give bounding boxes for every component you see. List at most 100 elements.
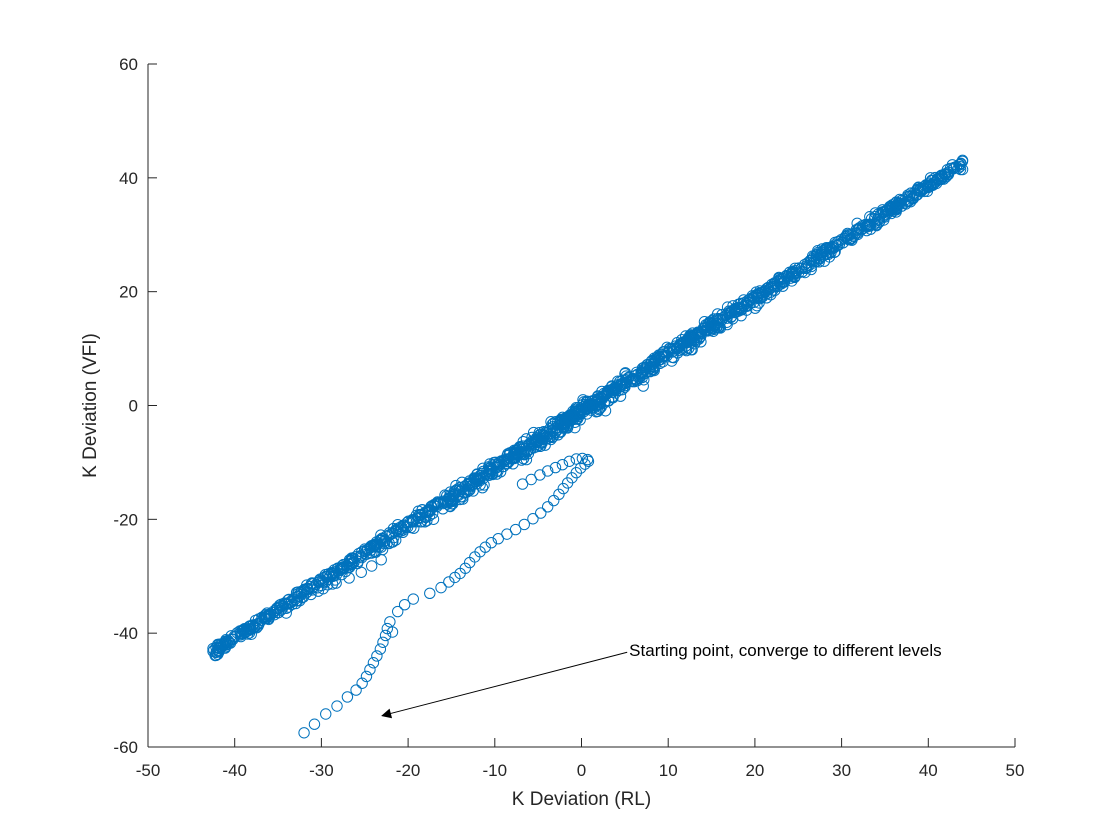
data-point [459,562,472,574]
data-point [220,637,232,650]
data-point [914,185,926,198]
data-point [371,650,383,662]
data-point [759,284,771,296]
data-point [365,560,378,572]
data-point [620,374,632,386]
data-point [832,235,844,248]
data-point [282,601,295,613]
y-tick-label: -20 [113,510,138,529]
data-point [401,516,413,529]
data-point [814,249,826,261]
data-point [905,187,917,199]
data-point [246,620,259,632]
data-point [355,566,367,578]
data-point [670,342,683,354]
data-point [862,218,875,231]
annotation-text: Starting point, converge to different le… [629,641,941,660]
data-point [777,272,790,285]
data-point [298,727,310,739]
data-point [841,230,853,243]
data-point [468,472,480,484]
data-point [932,172,944,184]
data-point [330,577,342,589]
data-point [838,232,850,245]
data-point [272,606,284,619]
data-point [343,572,355,584]
data-point [294,595,306,607]
data-point [704,319,717,331]
data-point [908,187,920,199]
data-point [501,453,514,465]
data-point [868,213,881,225]
data-point [392,522,404,535]
data-point [343,554,356,566]
data-point [407,516,419,528]
data-point [492,457,504,470]
data-point [398,520,410,533]
data-point [520,453,533,466]
data-point [534,469,546,481]
data-point [367,657,380,669]
data-point [956,154,969,167]
data-point [893,197,905,209]
data-point [495,455,507,467]
data-point [814,253,826,265]
data-point [874,208,887,220]
data-point [213,638,225,651]
data-point [398,599,411,611]
data-point [474,469,486,482]
data-point [580,402,592,414]
y-tick-label: 20 [119,283,138,302]
x-axis-label: K Deviation (RL) [512,789,651,810]
data-point [859,218,872,231]
data-point [501,528,513,540]
data-point [459,480,471,492]
data-point [377,533,389,545]
data-point [316,575,328,587]
data-point [527,513,539,525]
data-point [253,618,265,630]
y-tick-label: -40 [113,624,138,643]
data-point [896,194,908,207]
data-point [320,708,332,720]
data-point [755,291,768,303]
data-point [557,482,569,495]
data-point [538,428,550,441]
data-point [541,427,553,439]
x-tick-label: 30 [832,761,851,780]
data-point [207,645,219,658]
data-point [428,500,441,512]
data-point [911,183,923,196]
x-tick-label: -40 [222,761,247,780]
data-point [526,431,538,444]
data-point [331,700,343,712]
data-point [328,566,341,578]
data-point [923,177,935,190]
data-point [317,583,329,595]
data-point [374,643,387,655]
data-point [479,541,491,553]
data-point [535,507,547,519]
x-tick-label: 40 [919,761,938,780]
data-point [576,452,589,465]
data-point [528,434,541,447]
data-point [720,309,732,322]
data-point [595,392,608,404]
data-point [902,190,914,203]
data-point [556,458,569,471]
data-point [305,588,317,601]
data-point [570,453,582,465]
data-point [360,670,373,683]
data-point [443,576,455,588]
data-point [243,624,256,636]
x-tick-label: 50 [1006,761,1025,780]
x-tick-label: 0 [577,761,586,780]
x-tick-label: -20 [396,761,421,780]
data-point [424,587,436,600]
data-point [896,200,908,212]
data-point [548,494,560,507]
data-point [474,479,486,491]
x-tick-label: 10 [659,761,678,780]
data-point [887,200,899,213]
x-tick-label: -50 [136,761,161,780]
